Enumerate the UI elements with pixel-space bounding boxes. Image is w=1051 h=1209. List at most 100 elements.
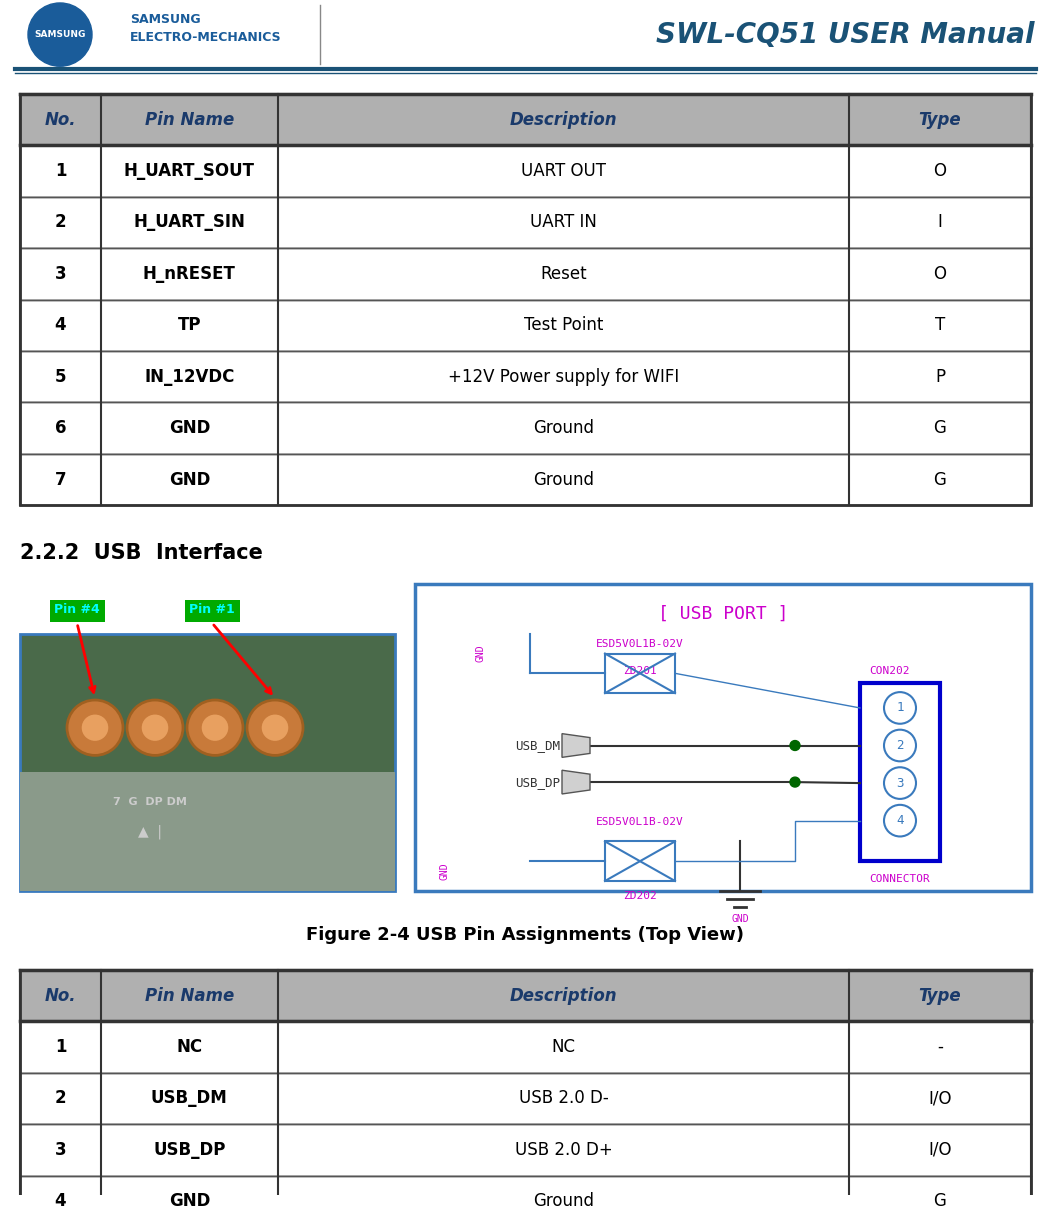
Bar bbox=[20, 1175, 1031, 1209]
Text: ZD202: ZD202 bbox=[623, 891, 657, 901]
Text: -: - bbox=[937, 1039, 943, 1057]
Text: 4: 4 bbox=[55, 317, 66, 335]
Text: GND: GND bbox=[440, 862, 450, 880]
Text: 2.2.2  USB  Interface: 2.2.2 USB Interface bbox=[20, 543, 263, 562]
Bar bbox=[20, 248, 1031, 300]
Bar bbox=[20, 1072, 1031, 1124]
Text: Type: Type bbox=[919, 111, 962, 128]
Text: GND: GND bbox=[475, 644, 485, 663]
Text: [ USB PORT ]: [ USB PORT ] bbox=[658, 604, 788, 623]
Text: ESD5V0L1B-02V: ESD5V0L1B-02V bbox=[596, 638, 684, 649]
Text: USB_DM: USB_DM bbox=[515, 739, 560, 752]
Text: 2: 2 bbox=[897, 739, 904, 752]
Text: NC: NC bbox=[552, 1039, 575, 1057]
Text: IN_12VDC: IN_12VDC bbox=[144, 368, 234, 386]
Text: 4: 4 bbox=[55, 1192, 66, 1209]
Text: SAMSUNG: SAMSUNG bbox=[130, 13, 201, 27]
Text: O: O bbox=[933, 162, 947, 180]
Circle shape bbox=[141, 713, 169, 741]
Text: CONNECTOR: CONNECTOR bbox=[869, 874, 930, 884]
Circle shape bbox=[67, 700, 123, 756]
Text: H_nRESET: H_nRESET bbox=[143, 265, 235, 283]
Text: 7: 7 bbox=[55, 470, 66, 488]
Text: H_UART_SIN: H_UART_SIN bbox=[133, 214, 245, 231]
Bar bbox=[860, 683, 940, 861]
Text: Pin Name: Pin Name bbox=[145, 987, 234, 1005]
Bar bbox=[20, 773, 395, 891]
Circle shape bbox=[261, 713, 289, 741]
Bar bbox=[20, 145, 1031, 197]
Bar bbox=[20, 300, 1031, 351]
Text: 2: 2 bbox=[55, 1089, 66, 1107]
Bar bbox=[20, 94, 1031, 505]
Bar bbox=[50, 600, 105, 621]
Text: Ground: Ground bbox=[533, 420, 594, 438]
Circle shape bbox=[884, 692, 916, 724]
Text: ZD201: ZD201 bbox=[623, 666, 657, 676]
Circle shape bbox=[81, 713, 109, 741]
Bar bbox=[20, 970, 1031, 1209]
Text: No.: No. bbox=[44, 111, 77, 128]
Polygon shape bbox=[562, 770, 590, 794]
Text: H_UART_SOUT: H_UART_SOUT bbox=[124, 162, 254, 180]
Bar bbox=[20, 94, 1031, 145]
Circle shape bbox=[28, 2, 92, 66]
Text: 6: 6 bbox=[55, 420, 66, 438]
Bar bbox=[185, 600, 240, 621]
Text: Ground: Ground bbox=[533, 470, 594, 488]
Text: USB 2.0 D-: USB 2.0 D- bbox=[518, 1089, 609, 1107]
Text: 3: 3 bbox=[897, 776, 904, 789]
Text: USB_DP: USB_DP bbox=[515, 776, 560, 788]
Text: G: G bbox=[933, 420, 947, 438]
Bar bbox=[415, 584, 1031, 891]
Circle shape bbox=[127, 700, 183, 756]
Text: CON202: CON202 bbox=[870, 666, 910, 676]
Text: SAMSUNG: SAMSUNG bbox=[35, 30, 86, 39]
Text: Pin #1: Pin #1 bbox=[189, 602, 234, 615]
Text: 4: 4 bbox=[897, 814, 904, 827]
Text: No.: No. bbox=[44, 987, 77, 1005]
Text: GND: GND bbox=[168, 470, 210, 488]
Text: GND: GND bbox=[168, 420, 210, 438]
Text: Reset: Reset bbox=[540, 265, 586, 283]
Text: GND: GND bbox=[731, 914, 748, 924]
Text: +12V Power supply for WIFI: +12V Power supply for WIFI bbox=[448, 368, 679, 386]
Text: Ground: Ground bbox=[533, 1192, 594, 1209]
Bar bbox=[20, 403, 1031, 453]
Text: I/O: I/O bbox=[928, 1089, 952, 1107]
Circle shape bbox=[884, 805, 916, 837]
Circle shape bbox=[790, 741, 800, 751]
Circle shape bbox=[247, 700, 303, 756]
Text: GND: GND bbox=[168, 1192, 210, 1209]
Text: 7  G  DP DM: 7 G DP DM bbox=[114, 797, 187, 806]
Text: G: G bbox=[933, 1192, 947, 1209]
Text: NC: NC bbox=[177, 1039, 203, 1057]
Bar bbox=[20, 197, 1031, 248]
Text: ▲  |: ▲ | bbox=[138, 825, 162, 839]
Text: G: G bbox=[933, 470, 947, 488]
Text: USB_DP: USB_DP bbox=[153, 1141, 226, 1159]
Bar bbox=[20, 453, 1031, 505]
Polygon shape bbox=[562, 734, 590, 757]
Text: Pin #4: Pin #4 bbox=[54, 602, 100, 615]
Text: Description: Description bbox=[510, 987, 617, 1005]
Bar bbox=[20, 1124, 1031, 1175]
Text: 5: 5 bbox=[55, 368, 66, 386]
Text: USB 2.0 D+: USB 2.0 D+ bbox=[515, 1141, 613, 1159]
Bar bbox=[20, 1022, 1031, 1072]
Text: Pin Name: Pin Name bbox=[145, 111, 234, 128]
Text: USB_DM: USB_DM bbox=[151, 1089, 228, 1107]
Text: 1: 1 bbox=[55, 1039, 66, 1057]
Circle shape bbox=[790, 777, 800, 787]
Text: I/O: I/O bbox=[928, 1141, 952, 1159]
Bar bbox=[20, 634, 395, 891]
Text: 2: 2 bbox=[55, 214, 66, 231]
Text: 1: 1 bbox=[897, 701, 904, 715]
Text: TP: TP bbox=[178, 317, 201, 335]
Bar bbox=[20, 970, 1031, 1022]
Text: I: I bbox=[937, 214, 943, 231]
Text: UART OUT: UART OUT bbox=[521, 162, 606, 180]
Text: 1: 1 bbox=[55, 162, 66, 180]
Text: Figure 2-4 USB Pin Assignments (Top View): Figure 2-4 USB Pin Assignments (Top View… bbox=[307, 926, 744, 944]
Text: 3: 3 bbox=[55, 265, 66, 283]
